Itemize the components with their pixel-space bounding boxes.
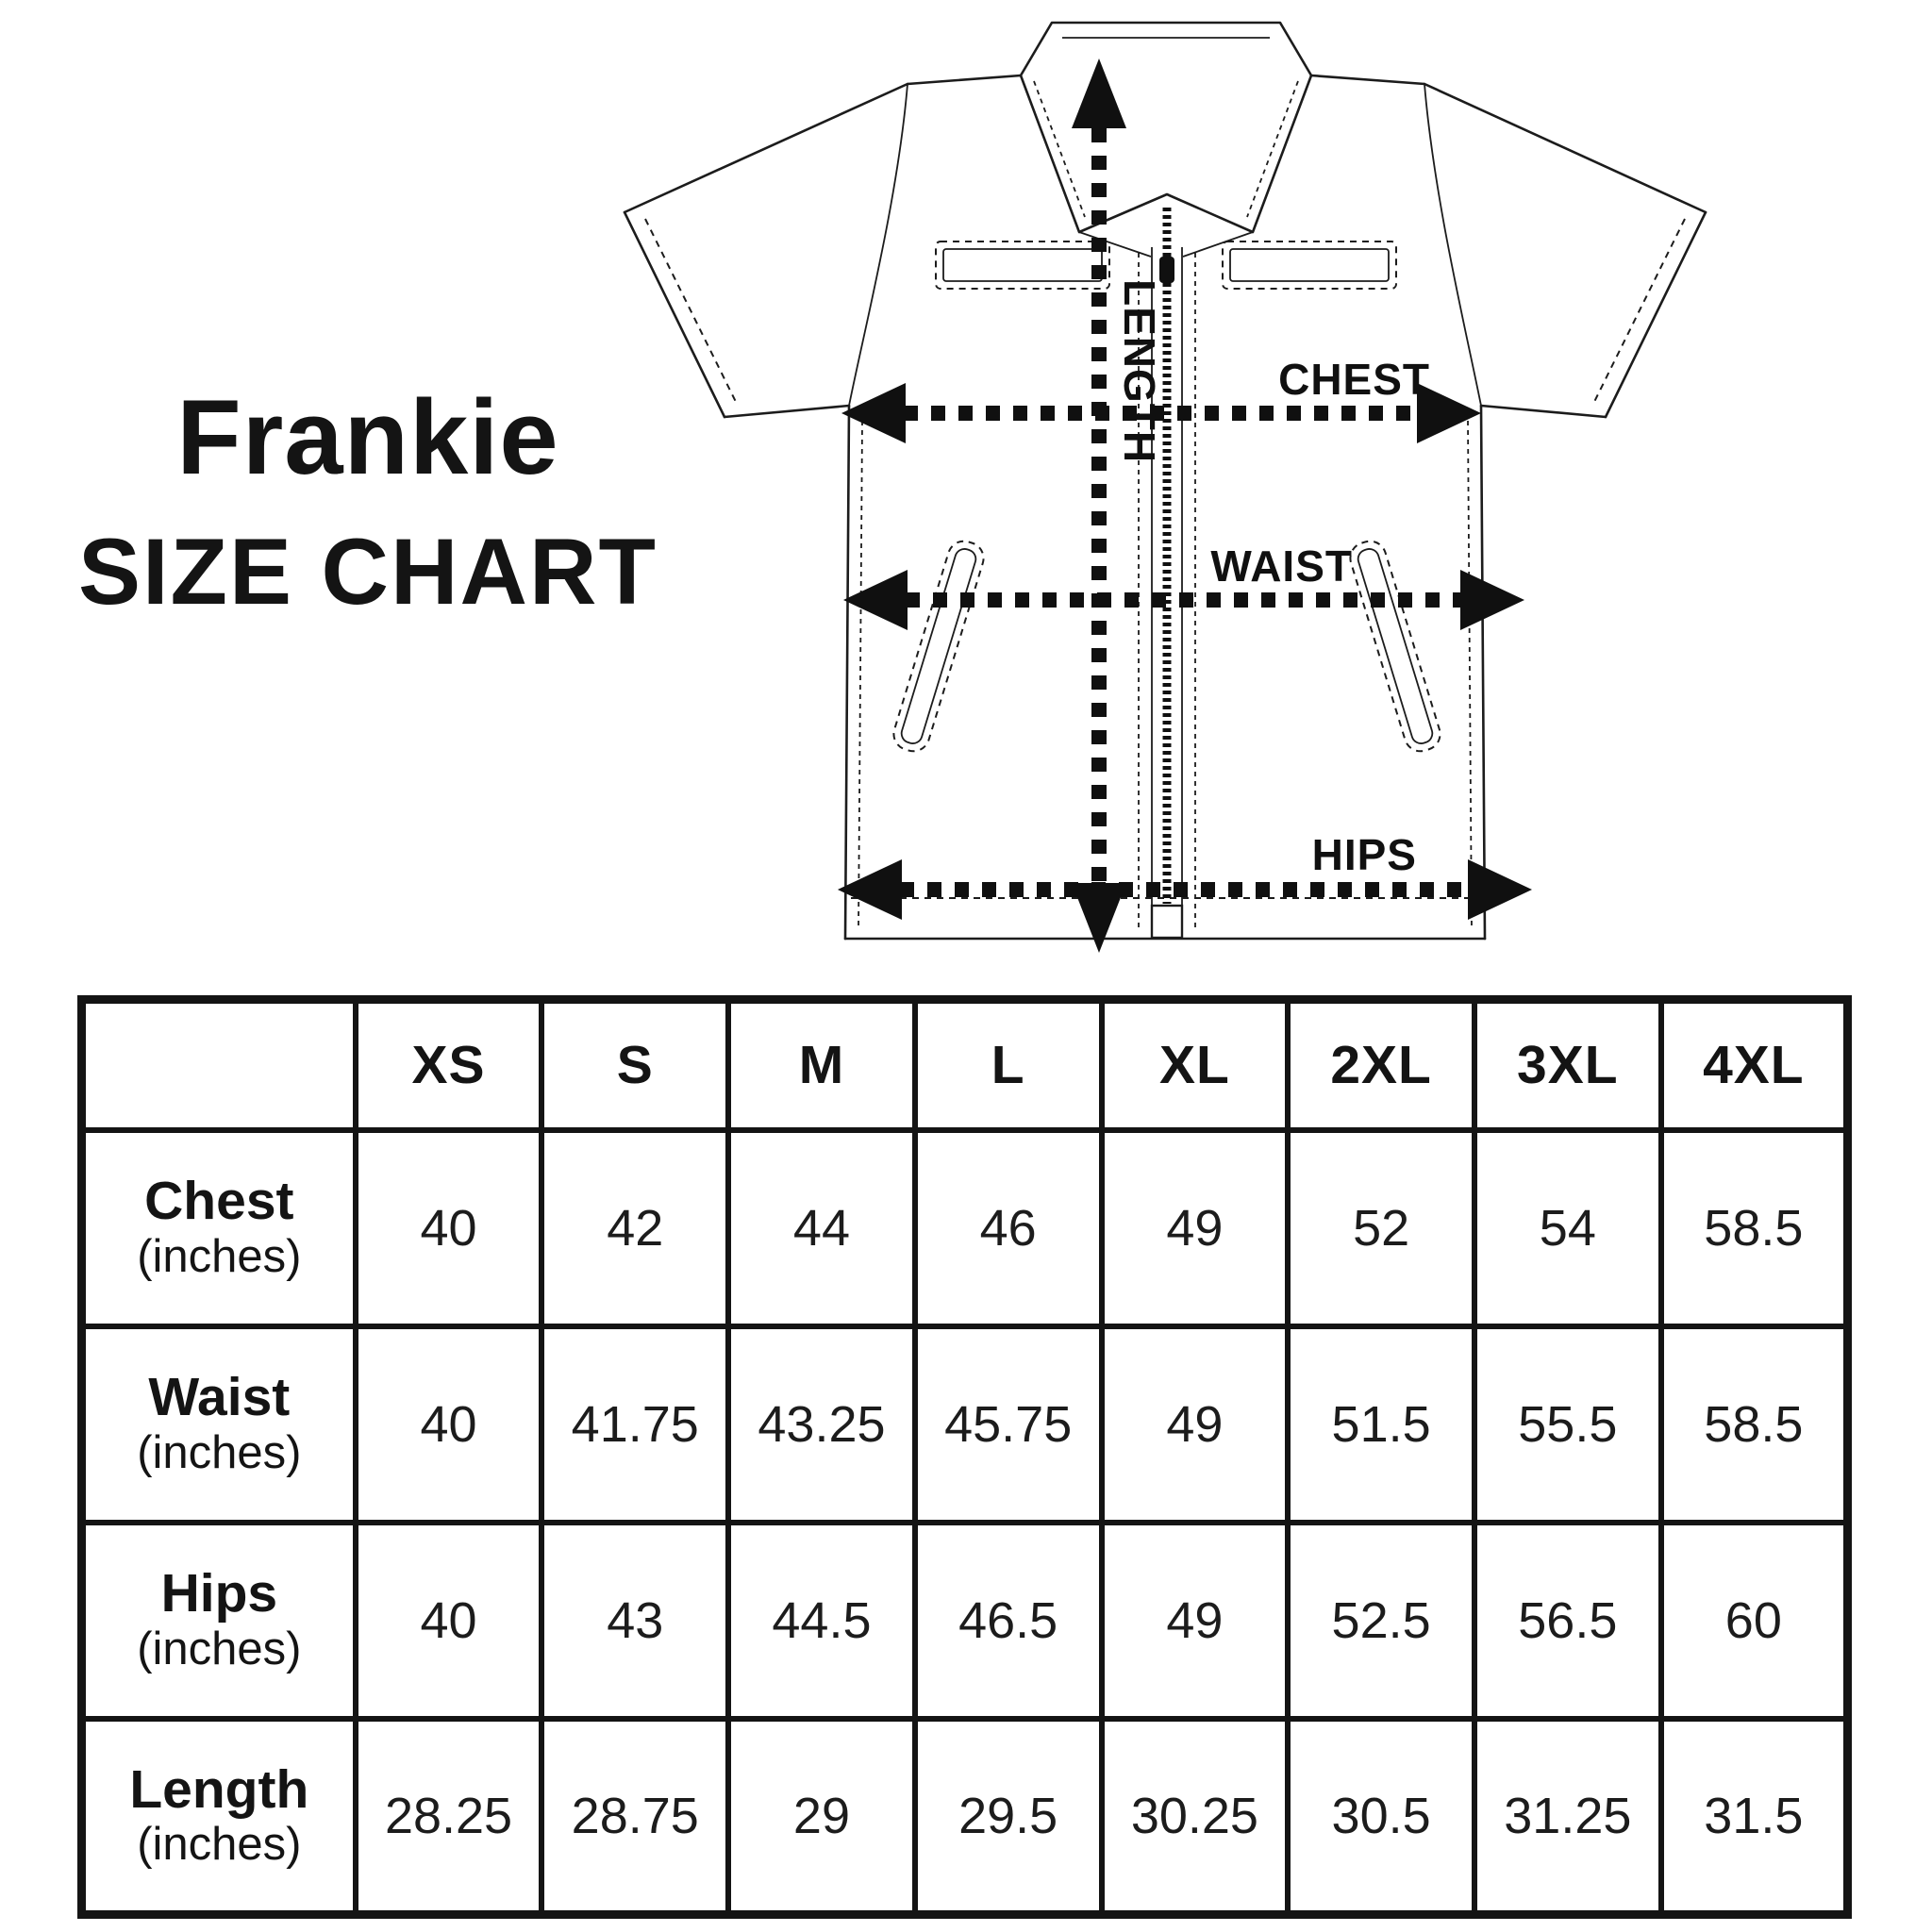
shirt-flat-drawing: LENGTH CHEST WAIST HIPS: [623, 21, 1707, 953]
waist-arrow: [843, 570, 1524, 630]
hips-value-3xl: 56.5: [1471, 1519, 1664, 1722]
zipper-pull: [1159, 257, 1174, 283]
chest-value-3xl: 54: [1471, 1126, 1664, 1329]
zipper-stop: [1150, 904, 1184, 940]
chest-value-2xl: 52: [1285, 1126, 1477, 1329]
left-shoulder-seam: [906, 74, 1023, 86]
corner-cell: [78, 996, 358, 1133]
waist-value-xl: 49: [1098, 1323, 1291, 1525]
hips-value-xs: 40: [352, 1519, 545, 1722]
row-unit-label: (inches): [137, 1426, 302, 1478]
hips-value-m: 44.5: [725, 1519, 918, 1722]
chest-value-xl: 49: [1098, 1126, 1291, 1329]
left-sleeve: [623, 82, 909, 419]
collar: [1019, 21, 1313, 258]
measure-row-label-chest: Chest (inches): [78, 1126, 358, 1329]
left-chest-pocket: [935, 241, 1110, 290]
size-column-header-l: L: [911, 996, 1105, 1133]
hips-value-xl: 49: [1098, 1519, 1291, 1722]
waist-value-l: 45.75: [911, 1323, 1105, 1525]
length-value-xl: 30.25: [1098, 1715, 1291, 1918]
size-table: XS S M L XL 2XL 3XL 4XL Chest (inches) 4…: [77, 995, 1852, 1919]
row-label: Chest: [144, 1171, 294, 1232]
right-shoulder-seam: [1309, 74, 1426, 86]
right-side-pocket: [1349, 540, 1441, 753]
chest-label: CHEST: [1278, 355, 1430, 404]
measure-row-label-length: Length (inches): [78, 1715, 358, 1918]
size-column-header-3xl: 3XL: [1471, 996, 1664, 1133]
hips-value-s: 43: [539, 1519, 732, 1722]
hips-arrow: [838, 859, 1532, 920]
right-sleeve: [1423, 82, 1707, 419]
measure-row-label-waist: Waist (inches): [78, 1323, 358, 1525]
chest-value-s: 42: [539, 1126, 732, 1329]
row-unit-label: (inches): [137, 1230, 302, 1282]
right-chest-pocket: [1222, 241, 1397, 290]
size-column-header-2xl: 2XL: [1285, 996, 1477, 1133]
size-column-header-s: S: [539, 996, 732, 1133]
length-value-xs: 28.25: [352, 1715, 545, 1918]
length-value-3xl: 31.25: [1471, 1715, 1664, 1918]
length-value-2xl: 30.5: [1285, 1715, 1477, 1918]
table-row-chest: Chest (inches) 40 42 44 46 49 52 54 58.5: [78, 1126, 1851, 1329]
waist-value-4xl: 58.5: [1657, 1323, 1851, 1525]
length-arrow: [1072, 58, 1126, 953]
chest-value-l: 46: [911, 1126, 1105, 1329]
length-value-s: 28.75: [539, 1715, 732, 1918]
size-column-header-xs: XS: [352, 996, 545, 1133]
table-row-length: Length (inches) 28.25 28.75 29 29.5 30.2…: [78, 1715, 1851, 1918]
waist-label: WAIST: [1210, 541, 1353, 591]
waist-value-xs: 40: [352, 1323, 545, 1525]
hips-label: HIPS: [1312, 830, 1417, 879]
chest-arrow: [841, 383, 1481, 443]
waist-value-m: 43.25: [725, 1323, 918, 1525]
length-label: LENGTH: [1115, 279, 1164, 463]
left-side-pocket: [892, 540, 985, 753]
chest-value-m: 44: [725, 1126, 918, 1329]
row-unit-label: (inches): [137, 1623, 302, 1674]
table-row-hips: Hips (inches) 40 43 44.5 46.5 49 52.5 56…: [78, 1519, 1851, 1722]
chest-value-xs: 40: [352, 1126, 545, 1329]
row-label: Length: [129, 1758, 309, 1820]
waist-value-2xl: 51.5: [1285, 1323, 1477, 1525]
size-column-header-xl: XL: [1098, 996, 1291, 1133]
table-row-waist: Waist (inches) 40 41.75 43.25 45.75 49 5…: [78, 1323, 1851, 1525]
row-label: Hips: [160, 1563, 278, 1624]
length-value-l: 29.5: [911, 1715, 1105, 1918]
length-value-4xl: 31.5: [1657, 1715, 1851, 1918]
hips-value-2xl: 52.5: [1285, 1519, 1477, 1722]
waist-value-s: 41.75: [539, 1323, 732, 1525]
waist-value-3xl: 55.5: [1471, 1323, 1664, 1525]
header-row: XS S M L XL 2XL 3XL 4XL: [78, 996, 1851, 1133]
page-title: Frankie SIZE CHART: [66, 378, 670, 624]
row-unit-label: (inches): [137, 1819, 302, 1871]
chest-value-4xl: 58.5: [1657, 1126, 1851, 1329]
chart-heading: SIZE CHART: [78, 519, 658, 624]
hips-value-4xl: 60: [1657, 1519, 1851, 1722]
size-column-header-m: M: [725, 996, 918, 1133]
garment-diagram: LENGTH CHEST WAIST HIPS: [623, 9, 1717, 962]
hips-value-l: 46.5: [911, 1519, 1105, 1722]
length-value-m: 29: [725, 1715, 918, 1918]
row-label: Waist: [148, 1367, 291, 1428]
size-column-header-4xl: 4XL: [1657, 996, 1851, 1133]
product-name: Frankie: [176, 378, 559, 496]
measure-row-label-hips: Hips (inches): [78, 1519, 358, 1722]
